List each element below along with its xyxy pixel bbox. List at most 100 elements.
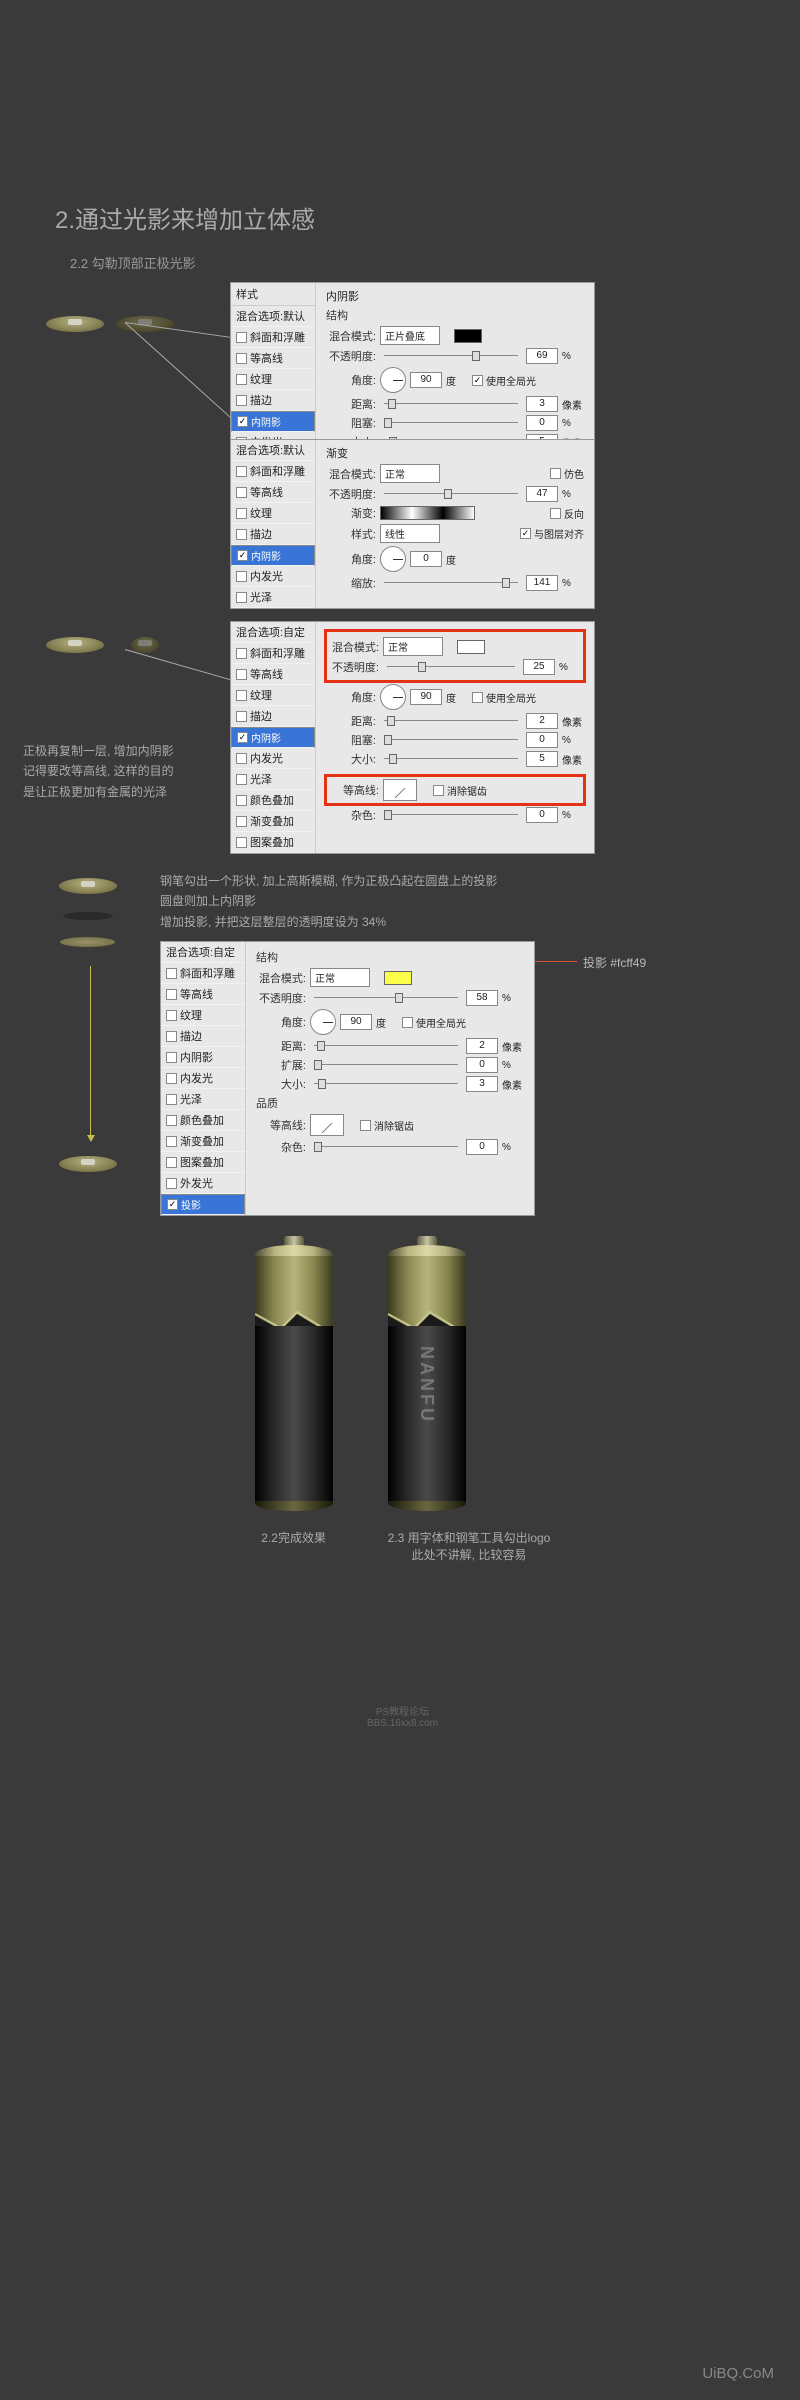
style-texture[interactable]: 纹理 [231,369,315,390]
style-inner-glow[interactable]: 内发光 [161,1068,245,1089]
opacity-slider[interactable] [314,992,458,1004]
style-contour[interactable]: 等高线 [231,664,315,685]
angle-value[interactable]: 90 [410,372,442,388]
style-bevel[interactable]: 斜面和浮雕 [231,327,315,348]
style-pat-overlay[interactable]: 图案叠加 [161,1152,245,1173]
choke-slider[interactable] [384,734,518,746]
distance-value[interactable]: 2 [466,1038,498,1054]
style-contour[interactable]: 等高线 [161,984,245,1005]
choke-slider[interactable] [384,417,518,429]
style-outer-glow[interactable]: 外发光 [161,1173,245,1194]
style-contour[interactable]: 等高线 [231,348,315,369]
style-inner-shadow[interactable]: 内阴影 [231,727,315,748]
style-blend-options[interactable]: 混合选项:自定 [161,942,245,963]
style-inner-shadow[interactable]: 内阴影 [161,1047,245,1068]
style-grad-overlay[interactable]: 渐变叠加 [231,811,315,832]
distance-value[interactable]: 3 [526,396,558,412]
size-value[interactable]: 5 [526,751,558,767]
choke-value[interactable]: 0 [526,415,558,431]
style-texture[interactable]: 纹理 [231,685,315,706]
style-bevel[interactable]: 斜面和浮雕 [161,963,245,984]
opacity-value[interactable]: 69 [526,348,558,364]
style-satin[interactable]: 光泽 [161,1089,245,1110]
style-stroke[interactable]: 描边 [231,524,315,545]
style-stroke[interactable]: 描边 [231,706,315,727]
anti-alias-check[interactable]: 消除锯齿 [360,1118,414,1133]
spread-slider[interactable] [314,1059,458,1071]
blend-mode-select[interactable]: 正常 [310,968,370,987]
reverse-check[interactable]: 反向 [550,506,584,521]
blend-mode-select[interactable]: 正常 [380,464,440,483]
style-bevel[interactable]: 斜面和浮雕 [231,461,315,482]
opacity-slider[interactable] [384,350,518,362]
scale-slider[interactable] [384,577,518,589]
battery-caption: 2.3 用字体和钢笔工具勾出logo 此处不讲解, 比较容易 [388,1529,551,1563]
style-drop-shadow[interactable]: 投影 [161,1194,245,1215]
anti-alias-check[interactable]: 消除锯齿 [433,783,487,798]
distance-slider[interactable] [384,715,518,727]
color-swatch[interactable] [454,329,482,343]
noise-value[interactable]: 0 [526,807,558,823]
global-light-check[interactable]: 使用全局光 [472,373,536,388]
style-satin[interactable]: 光泽 [231,587,315,608]
style-pat-overlay[interactable]: 图案叠加 [231,832,315,853]
angle-dial[interactable] [380,546,406,572]
style-stroke[interactable]: 描边 [231,390,315,411]
spread-value[interactable]: 0 [466,1057,498,1073]
opacity-slider[interactable] [384,488,518,500]
style-blend-options[interactable]: 混合选项:自定 [231,622,315,643]
color-swatch[interactable] [384,971,412,985]
opacity-value[interactable]: 47 [526,486,558,502]
style-stroke[interactable]: 描边 [161,1026,245,1047]
style-satin[interactable]: 光泽 [231,769,315,790]
size-value[interactable]: 3 [466,1076,498,1092]
style-bevel[interactable]: 斜面和浮雕 [231,643,315,664]
style-blend-options[interactable]: 混合选项:默认 [231,440,315,461]
style-texture[interactable]: 纹理 [231,503,315,524]
gradient-bar[interactable] [380,506,475,520]
blend-mode-select[interactable]: 正常 [383,637,443,656]
angle-value[interactable]: 90 [410,689,442,705]
scale-value[interactable]: 141 [526,575,558,591]
style-inner-shadow[interactable]: 内阴影 [231,545,315,566]
style-color-overlay[interactable]: 颜色叠加 [161,1110,245,1131]
angle-dial[interactable] [310,1009,336,1035]
choke-value[interactable]: 0 [526,732,558,748]
align-check[interactable]: 与图层对齐 [520,526,584,541]
battery-logo-text: NANFU [416,1346,437,1424]
contour-picker[interactable] [310,1114,344,1136]
style-texture[interactable]: 纹理 [161,1005,245,1026]
size-slider[interactable] [314,1078,458,1090]
size-slider[interactable] [384,753,518,765]
opacity-value[interactable]: 58 [466,990,498,1006]
panel-title: 内阴影 [326,288,584,304]
angle-dial[interactable] [380,684,406,710]
noise-slider[interactable] [314,1141,458,1153]
opacity-value[interactable]: 25 [523,659,555,675]
global-light-check[interactable]: 使用全局光 [472,690,536,705]
style-color-overlay[interactable]: 颜色叠加 [231,790,315,811]
angle-value[interactable]: 90 [340,1014,372,1030]
angle-value[interactable]: 0 [410,551,442,567]
angle-dial[interactable] [380,367,406,393]
style-inner-shadow[interactable]: 内阴影 [231,411,315,432]
distance-value[interactable]: 2 [526,713,558,729]
noise-slider[interactable] [384,809,518,821]
color-swatch[interactable] [457,640,485,654]
global-light-check[interactable]: 使用全局光 [402,1015,466,1030]
blend-mode-select[interactable]: 正片叠底 [380,326,440,345]
style-inner-glow[interactable]: 内发光 [231,748,315,769]
distance-slider[interactable] [314,1040,458,1052]
style-grad-overlay[interactable]: 渐变叠加 [161,1131,245,1152]
distance-slider[interactable] [384,398,518,410]
style-inner-glow[interactable]: 内发光 [231,566,315,587]
opacity-slider[interactable] [387,661,515,673]
styles-list: 混合选项:默认 斜面和浮雕 等高线 纹理 描边 内阴影 内发光 光泽 [231,440,316,608]
dither-check[interactable]: 仿色 [550,466,584,481]
style-contour[interactable]: 等高线 [231,482,315,503]
panel-title: 渐变 [326,445,584,461]
contour-picker[interactable] [383,779,417,801]
grad-style-select[interactable]: 线性 [380,524,440,543]
noise-value[interactable]: 0 [466,1139,498,1155]
style-blend-options[interactable]: 混合选项:默认 [231,306,315,327]
